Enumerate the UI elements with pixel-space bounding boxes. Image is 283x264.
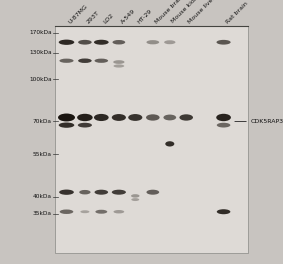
Text: Mouse brain: Mouse brain: [154, 0, 185, 24]
Ellipse shape: [113, 64, 124, 68]
Ellipse shape: [128, 114, 142, 121]
Ellipse shape: [78, 123, 92, 128]
Text: 70kDa: 70kDa: [33, 119, 52, 124]
Ellipse shape: [59, 122, 74, 128]
Ellipse shape: [113, 60, 125, 64]
Text: CDK5RAP3: CDK5RAP3: [250, 119, 283, 124]
Ellipse shape: [216, 114, 231, 121]
Ellipse shape: [94, 114, 109, 121]
Ellipse shape: [113, 210, 124, 213]
Text: Mouse kidney: Mouse kidney: [171, 0, 205, 24]
Text: 55kDa: 55kDa: [33, 152, 52, 157]
Ellipse shape: [95, 210, 107, 214]
Ellipse shape: [217, 123, 230, 128]
Ellipse shape: [113, 40, 125, 44]
Ellipse shape: [147, 40, 159, 44]
Ellipse shape: [147, 190, 159, 195]
Text: 100kDa: 100kDa: [29, 77, 52, 82]
Ellipse shape: [95, 190, 108, 195]
Ellipse shape: [131, 198, 139, 201]
FancyBboxPatch shape: [55, 26, 248, 253]
Ellipse shape: [59, 59, 74, 63]
Ellipse shape: [59, 190, 74, 195]
Text: 170kDa: 170kDa: [29, 31, 52, 35]
Ellipse shape: [79, 190, 91, 194]
Ellipse shape: [217, 209, 230, 214]
Text: 35kDa: 35kDa: [33, 211, 52, 216]
Ellipse shape: [112, 190, 126, 195]
Text: 130kDa: 130kDa: [29, 50, 52, 55]
Text: A-549: A-549: [120, 8, 136, 24]
Ellipse shape: [78, 59, 92, 63]
Text: HT-29: HT-29: [136, 8, 153, 24]
Ellipse shape: [163, 115, 176, 120]
Text: Mouse liver: Mouse liver: [187, 0, 216, 24]
Ellipse shape: [80, 210, 89, 213]
Ellipse shape: [112, 114, 126, 121]
Ellipse shape: [94, 40, 109, 45]
Ellipse shape: [60, 210, 73, 214]
Ellipse shape: [216, 40, 231, 45]
Text: LO2: LO2: [102, 12, 115, 24]
Ellipse shape: [58, 114, 75, 121]
Ellipse shape: [164, 40, 175, 44]
Ellipse shape: [95, 59, 108, 63]
Ellipse shape: [165, 141, 174, 147]
Text: 293T: 293T: [86, 10, 101, 24]
Text: U-87MG: U-87MG: [68, 3, 89, 24]
Text: Rat brain: Rat brain: [225, 1, 248, 24]
Ellipse shape: [59, 40, 74, 45]
Ellipse shape: [131, 194, 140, 197]
Ellipse shape: [78, 40, 92, 45]
Ellipse shape: [146, 114, 160, 121]
Ellipse shape: [77, 114, 93, 121]
Text: 40kDa: 40kDa: [33, 194, 52, 199]
Ellipse shape: [179, 114, 193, 121]
